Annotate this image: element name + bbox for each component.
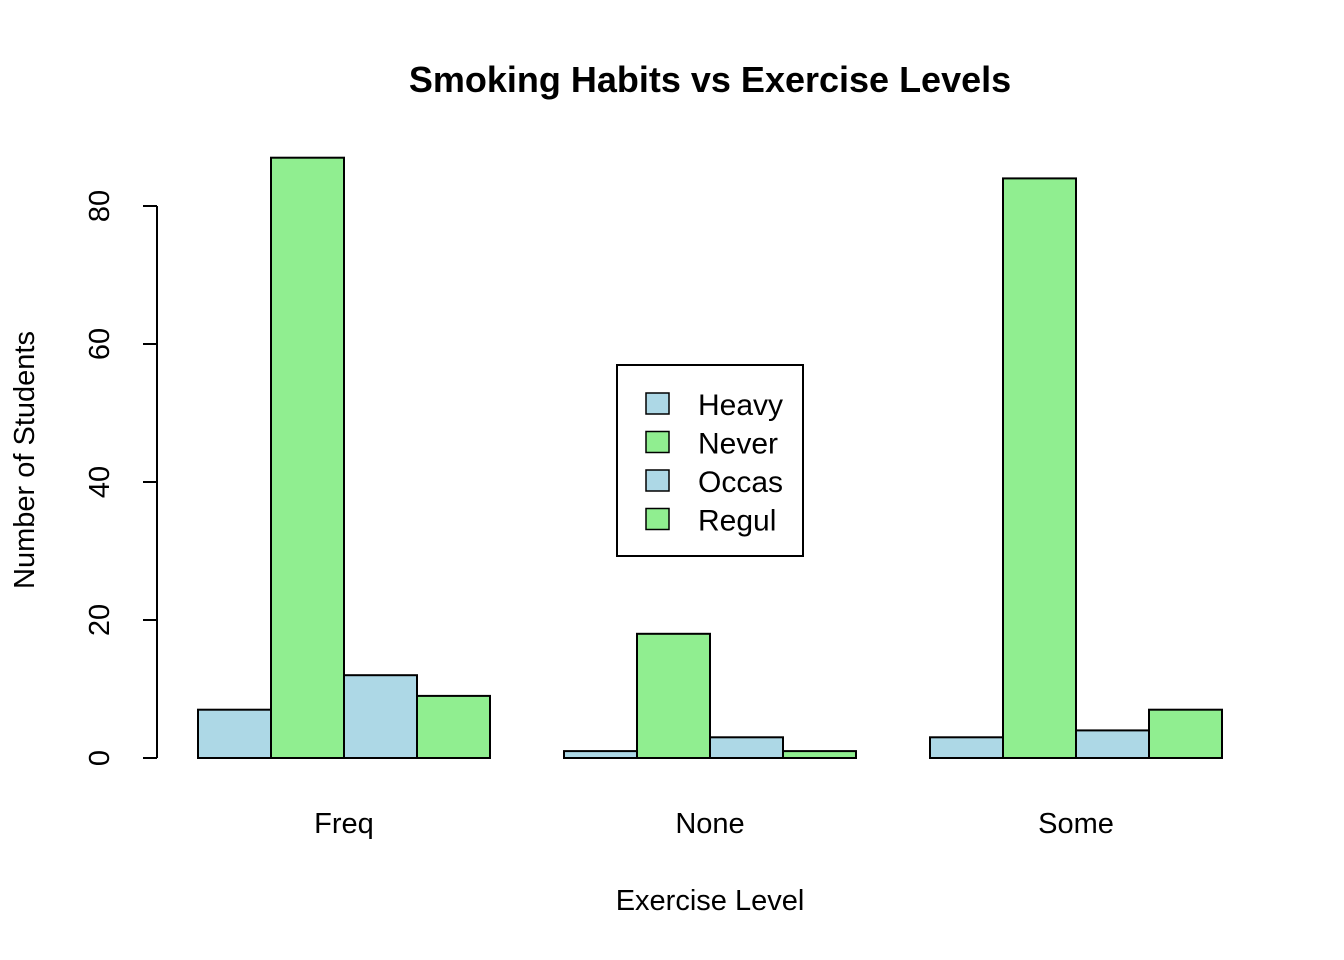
bar-none-never: [636, 632, 711, 759]
x-tick-label: None: [675, 808, 744, 840]
legend-swatch-heavy: [645, 392, 670, 415]
bar-none-occas: [709, 736, 784, 759]
x-tick-labels: Freq None Some: [314, 808, 1114, 840]
bar-none-regul: [782, 750, 857, 759]
y-tick-label: 20: [84, 604, 116, 636]
y-tick-label: 80: [84, 190, 116, 222]
bar-some-regul: [1148, 708, 1223, 760]
bar-some-occas: [1075, 729, 1150, 760]
bar-freq-regul: [416, 694, 491, 760]
chart-title: Smoking Habits vs Exercise Levels: [409, 59, 1011, 100]
bars-group: [197, 156, 1223, 760]
x-tick-label: Freq: [314, 808, 374, 840]
y-tick-label: 60: [84, 328, 116, 360]
x-axis-label: Exercise Level: [616, 885, 805, 917]
legend-label-occas: Occas: [698, 466, 783, 499]
legend-swatch-occas: [645, 469, 670, 492]
x-tick-label: Some: [1038, 808, 1114, 840]
legend-swatch-regul: [645, 507, 670, 531]
legend-label-never: Never: [698, 428, 778, 461]
bar-some-heavy: [929, 736, 1004, 759]
bar-freq-never: [270, 156, 345, 759]
y-tick-label: 0: [84, 750, 116, 766]
legend: Heavy Never Occas Regul: [616, 364, 804, 557]
bar-none-heavy: [563, 750, 638, 759]
bar-freq-heavy: [197, 708, 272, 760]
legend-swatch-never: [645, 430, 670, 454]
bar-freq-occas: [343, 674, 418, 760]
y-axis: 0 20 40 60 80: [84, 190, 158, 766]
legend-label-regul: Regul: [698, 505, 776, 538]
y-tick-label: 40: [84, 466, 116, 498]
y-axis-label: Number of Students: [9, 331, 41, 589]
bar-some-never: [1002, 177, 1077, 759]
legend-label-heavy: Heavy: [698, 389, 783, 422]
